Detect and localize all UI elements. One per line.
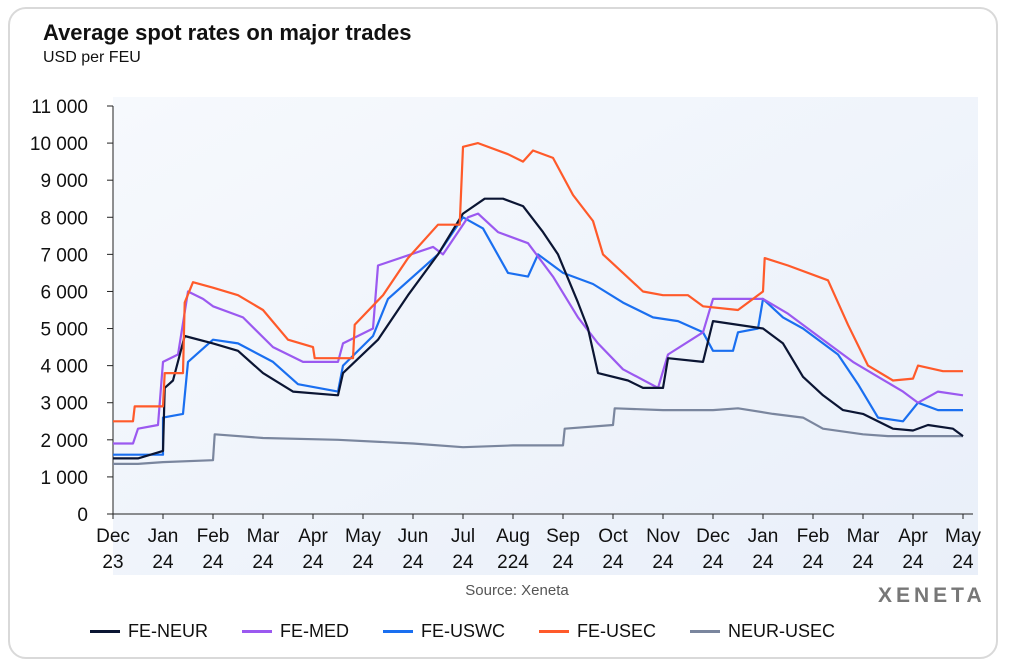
x-tick-label: Oct bbox=[598, 526, 628, 547]
series-line-fe-usec bbox=[113, 142, 963, 423]
x-tick-label: Mar bbox=[247, 526, 280, 547]
x-tick-label: 24 bbox=[552, 552, 574, 573]
legend-swatch bbox=[90, 630, 120, 633]
y-tick-label: 9 000 bbox=[40, 171, 88, 192]
x-tick-label: Feb bbox=[797, 526, 830, 547]
legend-item-fe-usec: FE-USEC bbox=[539, 621, 656, 642]
x-tick-label: 24 bbox=[152, 552, 174, 573]
legend-label: FE-USWC bbox=[421, 621, 505, 641]
y-tick-label: 8 000 bbox=[40, 208, 88, 229]
x-tick-label: 24 bbox=[652, 552, 674, 573]
y-tick-label: 11 000 bbox=[31, 97, 88, 118]
legend-swatch bbox=[383, 630, 413, 633]
series-line-fe-uswc bbox=[113, 216, 963, 456]
legend-label: FE-NEUR bbox=[128, 621, 208, 641]
series-line-fe-med bbox=[113, 212, 964, 445]
x-tick-label: 24 bbox=[752, 552, 774, 573]
y-tick-label: 0 bbox=[77, 505, 88, 526]
series-line-neur-usec bbox=[113, 407, 963, 465]
legend-item-fe-med: FE-MED bbox=[242, 621, 349, 642]
x-tick-label: 24 bbox=[302, 552, 324, 573]
xeneta-logo: XENETA bbox=[878, 584, 986, 607]
y-tick-label: 6 000 bbox=[40, 282, 88, 303]
legend-swatch bbox=[690, 630, 721, 633]
legend-item-fe-uswc: FE-USWC bbox=[383, 621, 505, 642]
x-tick-label: Mar bbox=[847, 526, 880, 547]
legend-item-fe-neur: FE-NEUR bbox=[90, 621, 208, 642]
x-tick-label: Sep bbox=[546, 526, 580, 547]
x-tick-label: 24 bbox=[402, 552, 424, 573]
y-tick-label: 7 000 bbox=[40, 245, 88, 266]
y-tick-label: 3 000 bbox=[40, 394, 88, 415]
series-line-fe-neur bbox=[113, 197, 964, 460]
x-tick-label: 24 bbox=[602, 552, 624, 573]
source-note: Source: Xeneta bbox=[465, 582, 569, 599]
x-tick-label: 24 bbox=[802, 552, 824, 573]
x-tick-label: 24 bbox=[902, 552, 924, 573]
x-tick-label: Jun bbox=[398, 526, 429, 547]
x-tick-label: Feb bbox=[197, 526, 230, 547]
y-tick-label: 2 000 bbox=[40, 431, 88, 452]
chart-title: Average spot rates on major trades bbox=[43, 20, 412, 45]
legend-label: FE-USEC bbox=[577, 621, 657, 641]
x-tick-label: Jul bbox=[451, 526, 475, 547]
x-tick-label: May bbox=[945, 526, 981, 547]
x-tick-label: 24 bbox=[352, 552, 374, 573]
x-tick-label: 23 bbox=[102, 552, 123, 573]
x-tick-label: Apr bbox=[298, 526, 328, 547]
legend-label: FE-MED bbox=[280, 621, 349, 641]
x-tick-label: Dec bbox=[696, 526, 730, 547]
x-tick-label: 24 bbox=[202, 552, 224, 573]
chart-card bbox=[8, 7, 998, 659]
legend-swatch bbox=[539, 630, 569, 633]
chart-subtitle: USD per FEU bbox=[43, 49, 141, 66]
legend: FE-NEUR FE-MED FE-USWC FE-USEC NEUR-USEC bbox=[90, 621, 869, 642]
x-tick-label: Jan bbox=[748, 526, 779, 547]
x-tick-label: 24 bbox=[252, 552, 274, 573]
plot-background bbox=[113, 97, 978, 575]
x-tick-label: Aug bbox=[496, 526, 530, 547]
y-tick-label: 5 000 bbox=[40, 320, 88, 341]
y-tick-label: 1 000 bbox=[40, 468, 88, 489]
x-tick-label: 24 bbox=[852, 552, 874, 573]
x-tick-label: Nov bbox=[646, 526, 680, 547]
x-tick-label: May bbox=[345, 526, 381, 547]
x-tick-label: 24 bbox=[952, 552, 974, 573]
x-tick-label: Dec bbox=[96, 526, 130, 547]
legend-swatch bbox=[242, 630, 272, 633]
x-tick-label: Jan bbox=[148, 526, 179, 547]
x-tick-label: 24 bbox=[702, 552, 724, 573]
y-tick-label: 10 000 bbox=[30, 134, 88, 155]
legend-label: NEUR-USEC bbox=[728, 621, 836, 641]
y-tick-label: 4 000 bbox=[40, 357, 88, 378]
x-tick-label: 224 bbox=[497, 552, 529, 573]
x-tick-label: 24 bbox=[452, 552, 474, 573]
x-tick-label: Apr bbox=[898, 526, 928, 547]
legend-item-neur-usec: NEUR-USEC bbox=[690, 621, 835, 642]
